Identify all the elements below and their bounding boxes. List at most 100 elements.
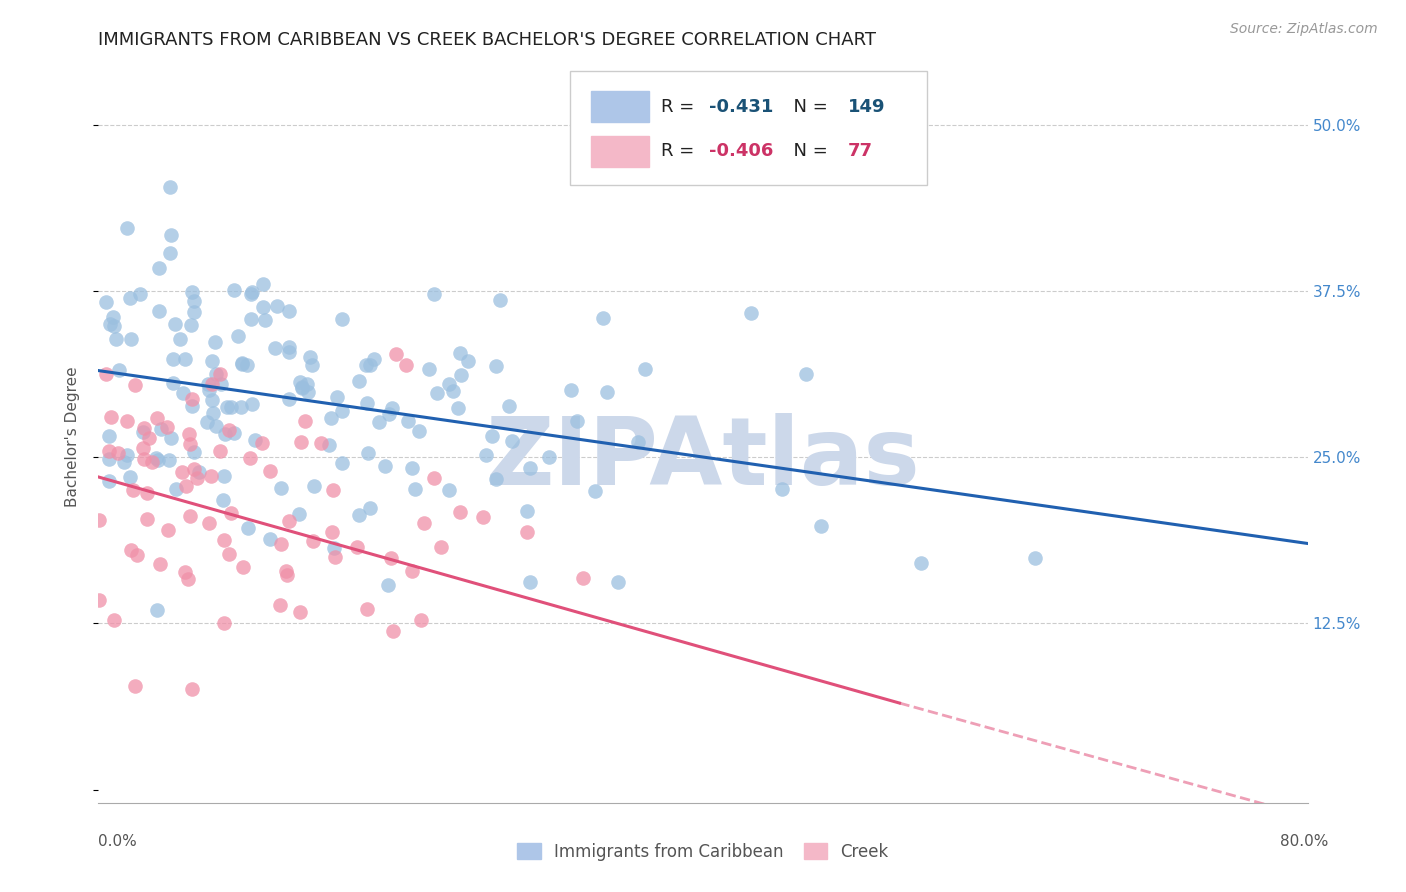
Point — [198, 383, 221, 397]
Point — [330, 404, 353, 418]
Point — [183, 305, 205, 319]
Point — [201, 377, 224, 392]
Point — [149, 422, 172, 436]
Point — [180, 285, 202, 299]
Point — [128, 287, 150, 301]
Point — [170, 465, 193, 479]
Point — [240, 312, 263, 326]
Point — [418, 362, 440, 376]
Point — [174, 351, 197, 366]
Point — [98, 317, 121, 331]
Point — [240, 285, 263, 299]
Point — [404, 482, 426, 496]
Point — [412, 516, 434, 531]
FancyBboxPatch shape — [591, 136, 648, 167]
Point — [430, 541, 453, 555]
Point — [98, 474, 121, 488]
Point — [222, 425, 245, 440]
Point — [209, 377, 232, 392]
Point — [565, 414, 588, 428]
Text: R =: R = — [661, 98, 700, 116]
Point — [156, 420, 179, 434]
Point — [291, 381, 314, 395]
Text: R =: R = — [661, 143, 700, 161]
Point — [215, 401, 238, 415]
Point — [188, 465, 211, 479]
Point — [180, 318, 202, 332]
Text: 77: 77 — [848, 143, 873, 161]
Point — [264, 341, 287, 355]
Point — [146, 453, 169, 467]
FancyBboxPatch shape — [569, 71, 927, 185]
Point — [1024, 550, 1046, 565]
Point — [177, 572, 200, 586]
Point — [124, 378, 146, 392]
Point — [132, 425, 155, 439]
Point — [354, 358, 377, 372]
Point — [103, 318, 125, 333]
Point — [627, 435, 650, 450]
Text: -0.431: -0.431 — [709, 98, 773, 116]
Point — [401, 564, 423, 578]
Point — [501, 434, 523, 448]
Point — [381, 401, 404, 415]
Point — [572, 571, 595, 585]
Point — [159, 227, 181, 242]
Point — [124, 679, 146, 693]
Point — [380, 551, 402, 566]
Point — [634, 362, 657, 376]
Point — [214, 426, 236, 441]
Point — [209, 368, 232, 382]
Point — [156, 523, 179, 537]
Point — [288, 508, 311, 522]
Point — [450, 368, 472, 382]
Point — [148, 261, 170, 276]
Point — [259, 533, 281, 547]
Point — [136, 511, 159, 525]
Point — [278, 515, 301, 529]
Point — [252, 301, 274, 315]
Point — [269, 598, 291, 612]
Point — [87, 513, 110, 527]
Point — [485, 472, 508, 486]
Point — [245, 433, 267, 447]
Point — [134, 451, 156, 466]
Point — [277, 340, 299, 354]
Point — [318, 438, 340, 452]
Point — [457, 354, 479, 368]
Text: -0.406: -0.406 — [709, 143, 773, 161]
Point — [291, 380, 314, 394]
Point — [294, 414, 316, 428]
Point — [426, 385, 449, 400]
Point — [357, 446, 380, 460]
Point — [326, 390, 349, 404]
Point — [103, 613, 125, 627]
Point — [770, 482, 793, 496]
Point — [221, 506, 243, 520]
Point — [347, 374, 370, 388]
Point — [236, 521, 259, 535]
Point — [274, 565, 297, 579]
Point — [810, 519, 832, 533]
Point — [127, 549, 149, 563]
Point — [347, 508, 370, 522]
Point — [321, 524, 343, 539]
Point — [226, 329, 249, 343]
Point — [302, 479, 325, 493]
Point — [179, 436, 201, 450]
Point — [132, 420, 155, 434]
Point — [200, 469, 222, 483]
Point — [141, 455, 163, 469]
Point — [411, 613, 433, 627]
Point — [290, 435, 312, 450]
Point — [183, 462, 205, 476]
Point — [278, 392, 301, 406]
Point — [105, 332, 128, 346]
Point — [212, 469, 235, 483]
Point — [162, 351, 184, 366]
Point — [120, 543, 142, 558]
Point — [319, 410, 342, 425]
Point — [449, 505, 471, 519]
Point — [242, 397, 264, 411]
Point — [288, 605, 311, 619]
